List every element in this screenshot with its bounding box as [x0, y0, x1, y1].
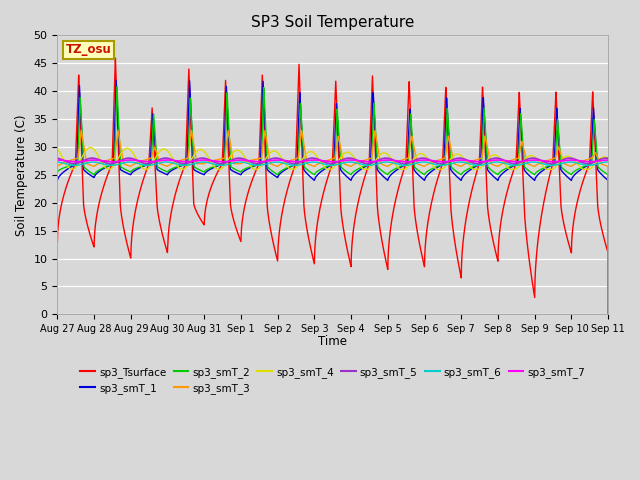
- sp3_smT_1: [54, 178, 61, 183]
- sp3_smT_5: [602, 155, 610, 161]
- sp3_smT_3: [552, 153, 560, 159]
- sp3_smT_3: [77, 127, 85, 133]
- sp3_Tsurface: [604, 249, 612, 255]
- sp3_smT_2: [552, 144, 560, 150]
- Line: sp3_smT_5: sp3_smT_5: [58, 158, 608, 164]
- sp3_smT_4: [86, 144, 94, 150]
- sp3_smT_5: [604, 156, 612, 161]
- Line: sp3_smT_3: sp3_smT_3: [58, 130, 608, 314]
- sp3_smT_5: [54, 156, 61, 161]
- sp3_smT_1: [604, 312, 612, 317]
- sp3_smT_7: [172, 158, 179, 164]
- sp3_smT_7: [207, 158, 215, 164]
- X-axis label: Time: Time: [318, 336, 348, 348]
- sp3_smT_2: [54, 169, 61, 175]
- sp3_Tsurface: [111, 55, 119, 61]
- sp3_smT_4: [207, 160, 215, 166]
- sp3_smT_5: [552, 160, 560, 166]
- sp3_smT_4: [604, 156, 612, 161]
- sp3_smT_3: [207, 158, 215, 164]
- sp3_smT_4: [68, 167, 76, 172]
- sp3_smT_2: [604, 172, 612, 178]
- sp3_Tsurface: [207, 184, 215, 190]
- sp3_smT_4: [54, 146, 61, 152]
- Line: sp3_smT_1: sp3_smT_1: [58, 80, 608, 314]
- sp3_smT_7: [552, 159, 560, 165]
- sp3_smT_3: [54, 164, 61, 169]
- Line: sp3_Tsurface: sp3_Tsurface: [58, 58, 608, 314]
- sp3_smT_2: [604, 312, 612, 317]
- sp3_smT_1: [113, 77, 120, 83]
- Line: sp3_smT_4: sp3_smT_4: [58, 147, 608, 169]
- Y-axis label: Soil Temperature (C): Soil Temperature (C): [15, 114, 28, 236]
- sp3_Tsurface: [54, 239, 61, 245]
- sp3_smT_6: [511, 162, 519, 168]
- sp3_smT_4: [397, 167, 404, 172]
- sp3_Tsurface: [172, 191, 179, 196]
- sp3_smT_2: [207, 165, 215, 170]
- Line: sp3_smT_7: sp3_smT_7: [58, 160, 608, 162]
- Text: TZ_osu: TZ_osu: [66, 44, 111, 57]
- sp3_smT_5: [172, 158, 179, 164]
- sp3_smT_3: [396, 158, 404, 164]
- sp3_smT_2: [113, 84, 121, 89]
- Line: sp3_smT_2: sp3_smT_2: [58, 86, 608, 314]
- sp3_smT_3: [172, 159, 179, 165]
- Legend: sp3_Tsurface, sp3_smT_1, sp3_smT_2, sp3_smT_3, sp3_smT_4, sp3_smT_5, sp3_smT_6, : sp3_Tsurface, sp3_smT_1, sp3_smT_2, sp3_…: [76, 363, 589, 398]
- sp3_smT_2: [396, 164, 404, 169]
- sp3_smT_5: [396, 160, 404, 166]
- Title: SP3 Soil Temperature: SP3 Soil Temperature: [251, 15, 415, 30]
- sp3_smT_6: [54, 159, 61, 165]
- sp3_smT_6: [387, 159, 394, 165]
- sp3_smT_7: [54, 157, 61, 163]
- sp3_smT_4: [552, 163, 560, 169]
- sp3_smT_6: [396, 162, 404, 168]
- sp3_smT_4: [387, 155, 394, 161]
- sp3_Tsurface: [604, 312, 612, 317]
- sp3_smT_5: [207, 158, 215, 164]
- sp3_smT_1: [387, 172, 394, 178]
- Line: sp3_smT_6: sp3_smT_6: [58, 162, 608, 165]
- sp3_smT_7: [604, 157, 612, 163]
- sp3_smT_4: [172, 161, 180, 167]
- sp3_smT_6: [493, 159, 500, 165]
- sp3_smT_2: [172, 164, 179, 170]
- sp3_smT_7: [396, 158, 404, 164]
- sp3_smT_6: [207, 160, 215, 166]
- sp3_smT_5: [70, 161, 78, 167]
- sp3_smT_7: [387, 157, 394, 163]
- sp3_smT_4: [604, 155, 612, 161]
- sp3_smT_6: [172, 161, 179, 167]
- sp3_smT_6: [552, 162, 560, 168]
- sp3_smT_7: [72, 159, 79, 165]
- sp3_Tsurface: [387, 226, 394, 231]
- sp3_smT_7: [604, 157, 612, 163]
- sp3_smT_1: [172, 166, 179, 171]
- sp3_smT_6: [604, 159, 612, 165]
- sp3_smT_1: [396, 165, 404, 170]
- sp3_Tsurface: [552, 89, 560, 95]
- sp3_smT_5: [604, 156, 612, 161]
- sp3_smT_1: [604, 177, 612, 183]
- sp3_smT_6: [604, 159, 612, 165]
- sp3_smT_5: [387, 156, 394, 162]
- sp3_Tsurface: [396, 179, 404, 185]
- sp3_smT_3: [387, 162, 394, 168]
- sp3_smT_3: [604, 164, 612, 169]
- sp3_smT_2: [387, 168, 394, 174]
- sp3_smT_3: [604, 312, 612, 317]
- sp3_smT_1: [552, 122, 560, 128]
- sp3_smT_1: [207, 166, 215, 172]
